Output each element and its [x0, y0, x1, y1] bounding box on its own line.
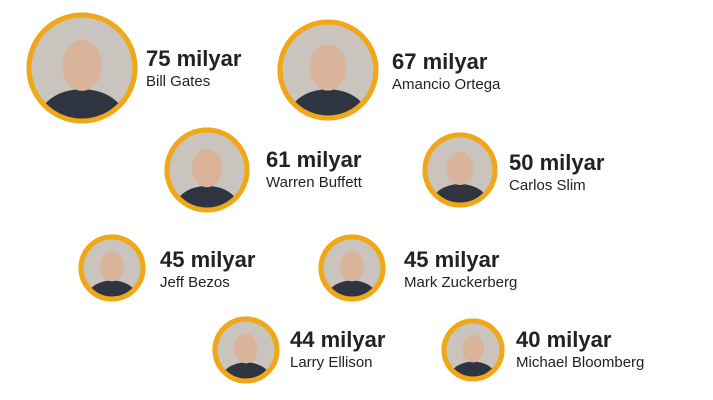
portrait-ring: [277, 19, 379, 121]
amount: 50 milyar: [509, 150, 605, 175]
person-name: Mark Zuckerberg: [404, 274, 517, 291]
person-card: 61 milyar Warren Buffett: [164, 127, 363, 213]
portrait-face: [61, 39, 103, 91]
portrait-face: [461, 334, 485, 363]
person-card: 50 milyar Carlos Slim: [422, 132, 605, 208]
portrait-ring: [78, 234, 146, 302]
person-card: 40 milyar Michael Bloomberg: [441, 318, 644, 382]
amount: 61 milyar: [266, 147, 362, 172]
person-name: Amancio Ortega: [392, 76, 501, 93]
portrait-ring: [212, 316, 280, 384]
amount: 67 milyar: [392, 49, 488, 74]
person-name: Michael Bloomberg: [516, 354, 644, 371]
portrait-ring: [422, 132, 498, 208]
person-name: Jeff Bezos: [160, 274, 230, 291]
person-card: 44 milyar Larry Ellison: [212, 316, 386, 384]
amount: 44 milyar: [290, 327, 386, 352]
portrait-face: [446, 151, 474, 186]
portrait: [39, 39, 125, 121]
portrait-ring: [441, 318, 505, 382]
portrait-face: [234, 333, 258, 364]
person-card: 75 milyar Bill Gates: [26, 12, 242, 124]
portrait-ring: [164, 127, 250, 213]
person-card: 45 milyar Jeff Bezos: [78, 234, 256, 302]
person-name: Warren Buffett: [266, 174, 363, 191]
person-name: Bill Gates: [146, 73, 210, 90]
person-card: 67 milyar Amancio Ortega: [277, 19, 501, 121]
portrait-face: [340, 251, 364, 282]
portrait-face: [191, 148, 223, 188]
portrait-face: [309, 44, 347, 91]
amount: 40 milyar: [516, 327, 612, 352]
amount: 45 milyar: [160, 247, 256, 272]
person-name: Larry Ellison: [290, 354, 373, 371]
portrait-ring: [26, 12, 138, 124]
portrait-ring: [318, 234, 386, 302]
amount: 75 milyar: [146, 46, 242, 71]
person-name: Carlos Slim: [509, 177, 586, 194]
portrait-body: [39, 89, 125, 121]
portrait-face: [100, 251, 124, 282]
person-card: 45 milyar Mark Zuckerberg: [318, 234, 517, 302]
amount: 45 milyar: [404, 247, 500, 272]
